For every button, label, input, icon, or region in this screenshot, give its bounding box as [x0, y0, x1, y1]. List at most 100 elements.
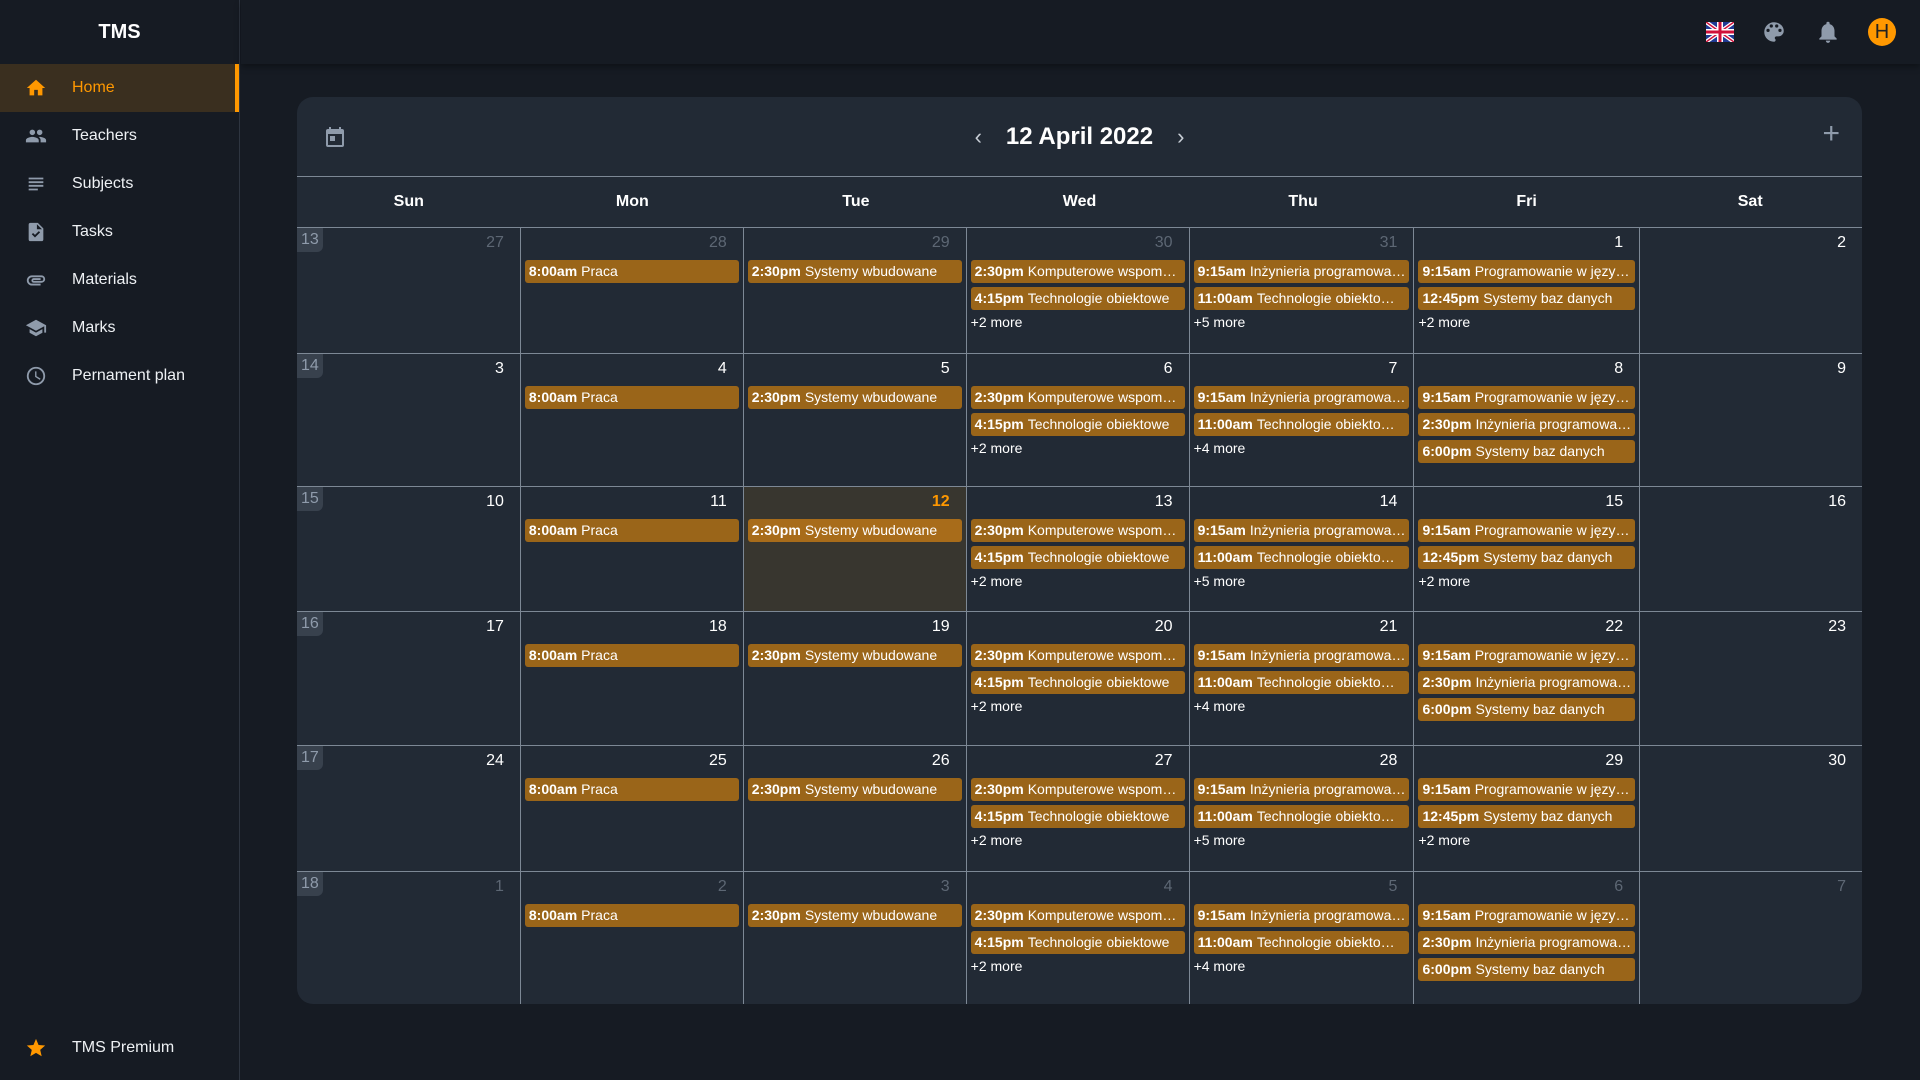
day-number[interactable]: 14 [1379, 493, 1398, 510]
day-cell[interactable]: 29 9:15am Programowanie w języ… 12:45pm Syst… [1413, 746, 1640, 872]
sidebar-item-tms-premium[interactable]: TMS Premium [0, 1024, 239, 1072]
day-number[interactable]: 20 [1154, 618, 1173, 635]
calendar-event[interactable]: 2:30pm Systemy wbudowane [747, 386, 962, 409]
day-cell[interactable]: 7 9:15am Inżynieria programowa… 11:00am Tech… [1188, 354, 1414, 487]
calendar-event[interactable]: 11:00am Technologie obiekto… [1193, 546, 1410, 569]
day-cell[interactable]: 2 8:00am Praca [519, 872, 743, 1004]
calendar-event[interactable]: 11:00am Technologie obiekto… [1193, 287, 1410, 310]
week-number[interactable]: 15 [297, 487, 323, 511]
calendar-event[interactable]: 12:45pm Systemy baz danych [1418, 287, 1636, 310]
calendar-event[interactable]: 11:00am Technologie obiekto… [1193, 671, 1410, 694]
calendar-event[interactable]: 11:00am Technologie obiekto… [1193, 413, 1410, 436]
day-cell[interactable]: 16 [1639, 487, 1862, 612]
day-number[interactable]: 28 [708, 234, 727, 251]
day-cell[interactable]: 13 2:30pm Komputerowe wspom… 4:15pm Technolo… [965, 487, 1189, 612]
calendar-event[interactable]: 8:00am Praca [524, 778, 739, 801]
calendar-event[interactable]: 2:30pm Inżynieria programowa… [1418, 931, 1636, 954]
week-number[interactable]: 18 [297, 872, 323, 896]
day-cell[interactable]: 4 2:30pm Komputerowe wspom… 4:15pm Technolog… [965, 872, 1189, 1004]
calendar-event[interactable]: 9:15am Programowanie w języ… [1418, 260, 1636, 283]
day-number[interactable]: 8 [1614, 360, 1624, 377]
calendar-event[interactable]: 4:15pm Technologie obiektowe [970, 931, 1185, 954]
calendar-event[interactable]: 4:15pm Technologie obiektowe [970, 671, 1185, 694]
day-number[interactable]: 6 [1614, 878, 1624, 895]
day-number[interactable]: 4 [717, 360, 727, 377]
day-number[interactable]: 26 [931, 752, 950, 769]
day-cell[interactable]: 27 2:30pm Komputerowe wspom… 4:15pm Technolo… [965, 746, 1189, 872]
week-number[interactable]: 14 [297, 354, 323, 378]
more-events-link[interactable]: +2 more [970, 958, 1023, 974]
day-cell[interactable]: 26 2:30pm Systemy wbudowane [742, 746, 966, 872]
day-number[interactable]: 17 [486, 618, 504, 635]
day-cell[interactable]: 28 9:15am Inżynieria programowa… 11:00am Tec… [1188, 746, 1414, 872]
day-number[interactable]: 11 [710, 493, 727, 510]
day-number[interactable]: 5 [940, 360, 950, 377]
day-cell[interactable]: 14 9:15am Inżynieria programowa… 11:00am Tec… [1188, 487, 1414, 612]
day-cell[interactable]: 23 [1639, 612, 1862, 746]
calendar-event[interactable]: 2:30pm Komputerowe wspom… [970, 644, 1185, 667]
calendar-event[interactable]: 8:00am Praca [524, 386, 739, 409]
day-number[interactable]: 24 [486, 752, 504, 769]
day-cell[interactable]: 18 1 [297, 872, 520, 1004]
more-events-link[interactable]: +2 more [1418, 314, 1471, 330]
day-number[interactable]: 4 [1163, 878, 1173, 895]
calendar-event[interactable]: 9:15am Inżynieria programowa… [1193, 386, 1410, 409]
sidebar-item-tasks[interactable]: Tasks [0, 208, 239, 256]
day-number[interactable]: 28 [1379, 752, 1398, 769]
calendar-event[interactable]: 9:15am Programowanie w języ… [1418, 644, 1636, 667]
day-number[interactable]: 27 [1154, 752, 1173, 769]
calendar-event[interactable]: 12:45pm Systemy baz danych [1418, 546, 1636, 569]
theme-button[interactable] [1758, 16, 1790, 48]
day-number[interactable]: 5 [1388, 878, 1398, 895]
week-number[interactable]: 13 [297, 228, 323, 252]
day-number[interactable]: 3 [494, 360, 504, 377]
more-events-link[interactable]: +4 more [1193, 440, 1246, 456]
day-cell[interactable]: 6 9:15am Programowanie w języ… 2:30pm Inżyni… [1413, 872, 1639, 1004]
calendar-event[interactable]: 4:15pm Technologie obiektowe [970, 413, 1185, 436]
day-number[interactable]: 25 [708, 752, 727, 769]
day-cell[interactable]: 15 10 [297, 487, 520, 612]
day-cell[interactable]: 18 8:00am Praca [519, 612, 743, 746]
day-cell[interactable]: 13 27 [297, 228, 520, 354]
calendar-event[interactable]: 9:15am Programowanie w języ… [1418, 778, 1636, 801]
day-number[interactable]: 7 [1388, 360, 1398, 377]
day-number[interactable]: 12 [931, 493, 950, 510]
user-menu-button[interactable]: H [1866, 16, 1898, 48]
day-number[interactable]: 22 [1605, 618, 1624, 635]
calendar-event[interactable]: 9:15am Inżynieria programowa… [1193, 519, 1410, 542]
day-number[interactable]: 19 [931, 618, 950, 635]
week-number[interactable]: 17 [297, 746, 323, 770]
next-month-button[interactable]: › [1177, 123, 1185, 149]
calendar-event[interactable]: 8:00am Praca [524, 519, 739, 542]
calendar-event[interactable]: 9:15am Programowanie w języ… [1418, 519, 1636, 542]
calendar-event[interactable]: 11:00am Technologie obiekto… [1193, 931, 1410, 954]
day-cell[interactable]: 2 [1639, 228, 1862, 354]
calendar-event[interactable]: 4:15pm Technologie obiektowe [970, 287, 1185, 310]
day-cell[interactable]: 22 9:15am Programowanie w języ… 2:30pm Inżyn… [1413, 612, 1640, 746]
day-number[interactable]: 31 [1379, 234, 1398, 251]
day-cell[interactable]: 30 [1639, 746, 1862, 872]
calendar-icon[interactable] [323, 125, 347, 149]
day-cell[interactable]: 28 8:00am Praca [519, 228, 743, 354]
calendar-event[interactable]: 9:15am Programowanie w języ… [1418, 904, 1636, 927]
day-cell[interactable]: 5 2:30pm Systemy wbudowane [742, 354, 966, 487]
calendar-event[interactable]: 2:30pm Komputerowe wspom… [970, 260, 1185, 283]
day-cell[interactable]: 4 8:00am Praca [519, 354, 743, 487]
day-cell[interactable]: 9 [1639, 354, 1862, 487]
day-number[interactable]: 27 [486, 234, 504, 251]
calendar-event[interactable]: 2:30pm Inżynieria programowa… [1418, 671, 1636, 694]
calendar-event[interactable]: 9:15am Inżynieria programowa… [1193, 260, 1410, 283]
day-cell[interactable]: 8 9:15am Programowanie w języ… 2:30pm Inżyni… [1413, 354, 1640, 487]
calendar-event[interactable]: 12:45pm Systemy baz danych [1418, 805, 1636, 828]
more-events-link[interactable]: +2 more [970, 440, 1023, 456]
day-cell[interactable]: 3 2:30pm Systemy wbudowane [742, 872, 966, 1004]
day-cell[interactable]: 11 8:00am Praca [519, 487, 743, 612]
calendar-event[interactable]: 8:00am Praca [524, 904, 739, 927]
calendar-event[interactable]: 2:30pm Systemy wbudowane [747, 519, 962, 542]
add-event-button[interactable]: + [1822, 117, 1840, 150]
calendar-event[interactable]: 9:15am Programowanie w języ… [1418, 386, 1636, 409]
sidebar-item-home[interactable]: Home [0, 64, 239, 112]
calendar-event[interactable]: 8:00am Praca [524, 644, 739, 667]
more-events-link[interactable]: +4 more [1193, 958, 1246, 974]
day-cell[interactable]: 19 2:30pm Systemy wbudowane [742, 612, 966, 746]
